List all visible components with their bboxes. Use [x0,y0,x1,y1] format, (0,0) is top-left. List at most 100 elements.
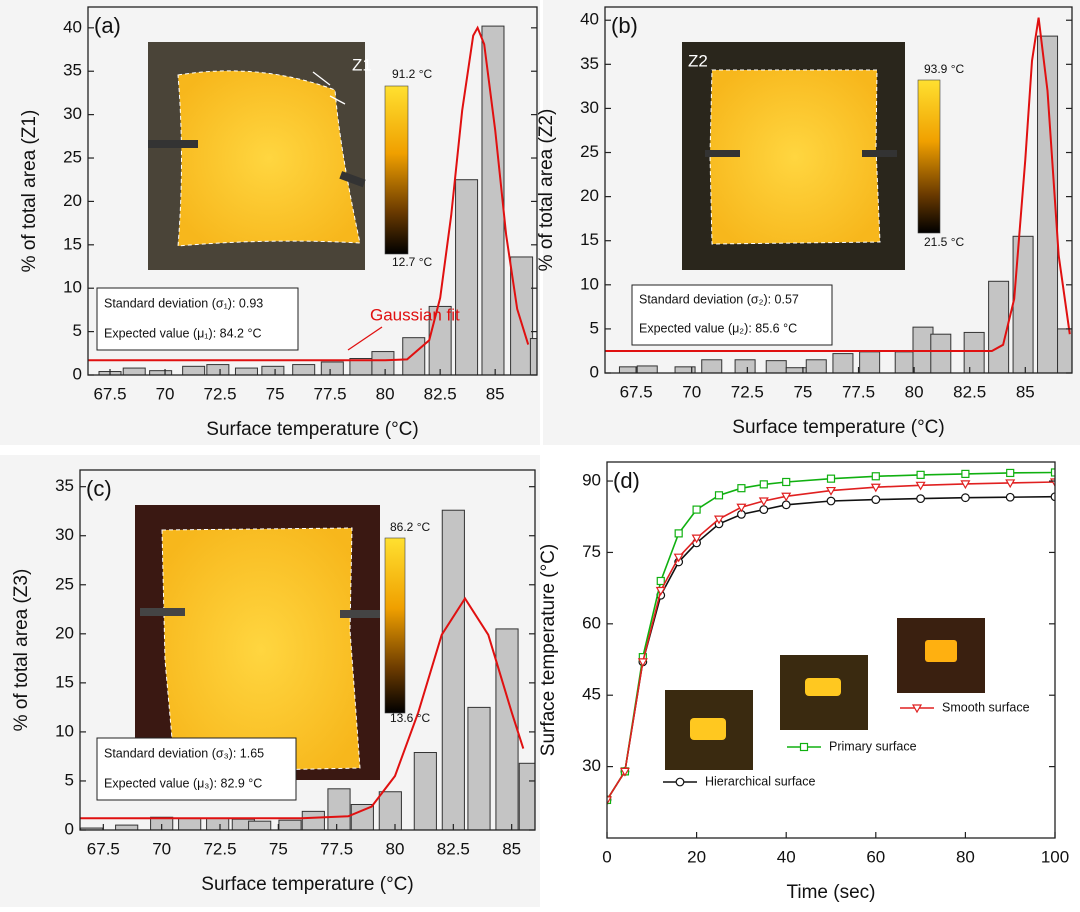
y-tick-label: 20 [55,623,74,642]
y-tick-label: 90 [582,471,601,490]
y-tick-label: 30 [582,756,601,775]
series-line [607,471,1055,801]
legend-label: Primary surface [829,739,917,753]
x-tick-label: 0 [602,847,611,866]
y-tick-label: 60 [582,613,601,632]
bar [1012,235,1034,373]
y-axis-title: % of total area (Z1) [19,110,40,273]
zone-outline [161,527,361,773]
bar [963,331,985,373]
x-tick-label: 80 [376,384,395,403]
legend-label: Hierarchical surface [705,774,816,788]
marker [759,480,768,489]
colorbar-min: 13.6 °C [390,711,430,725]
marker [799,742,809,752]
bar [455,179,479,375]
bar [510,256,534,375]
bar [495,628,519,830]
marker [825,486,837,496]
bar [115,824,139,830]
x-tick-label: 67.5 [620,382,653,401]
x-tick-label: 82.5 [424,384,457,403]
fit-curve [88,25,530,362]
y-tick-label: 40 [580,10,599,29]
bar [402,337,426,375]
x-tick-label: 80 [905,382,924,401]
plot-area [605,17,1072,373]
bar [529,338,537,375]
marker [737,484,746,493]
y-tick-label: 45 [582,685,601,704]
colorbar [384,537,406,714]
y-tick-label: 30 [580,98,599,117]
photo-sample [925,640,957,662]
bar [122,367,146,375]
colorbar [384,85,409,255]
y-tick-label: 25 [580,142,599,161]
colorbar-max: 86.2 °C [390,520,430,534]
bar [1037,35,1059,373]
y-tick-label: 0 [590,362,599,381]
x-tick-label: 70 [156,384,175,403]
stats-mean: Expected value (μ₁): 84.2 °C [104,326,261,340]
plot-frame [604,6,1073,374]
x-tick-label: 72.5 [204,384,237,403]
marker [870,483,881,493]
x-tick-label: 67.5 [87,839,120,858]
stats-std: Standard deviation (σ₂): 0.57 [639,292,799,306]
x-tick-label: 75 [793,382,812,401]
marker [826,496,836,506]
y-tick-label: 15 [580,230,599,249]
clamp [339,171,366,188]
x-tick-label: 67.5 [93,384,126,403]
bar [261,365,285,375]
bar [894,351,916,373]
x-tick-label: 80 [956,847,975,866]
bar [636,365,658,373]
arrow [312,71,346,105]
x-tick-label: 75 [269,839,288,858]
plot-frame [606,461,1056,839]
stats-mean: Expected value (μ₂): 85.6 °C [639,321,797,335]
x-tick-label: 80 [386,839,405,858]
y-tick-label: 30 [63,104,82,123]
colorbar-max: 93.9 °C [924,62,964,76]
stats-box [631,284,833,346]
bar [765,360,787,373]
plot-area [88,25,537,375]
y-tick-label: 30 [55,525,74,544]
marker [961,469,970,478]
bar [327,788,351,830]
marker [1050,468,1055,477]
colorbar-min: 12.7 °C [392,255,432,269]
x-tick-label: 70 [152,839,171,858]
marker [782,477,791,487]
x-tick-label: 72.5 [203,839,236,858]
x-tick-label: 77.5 [842,382,875,401]
x-tick-label: 77.5 [314,384,347,403]
x-tick-label: 70 [682,382,701,401]
marker [619,767,630,777]
panel-label: (c) [86,476,112,501]
y-tick-label: 20 [63,191,82,210]
y-tick-label: 10 [63,278,82,297]
y-tick-label: 10 [55,721,74,740]
clamp [862,150,897,157]
bar [674,366,696,373]
bar [413,752,437,830]
zone-outline [709,69,881,245]
marker [871,495,881,505]
panel-label: (b) [611,13,638,38]
clamp [340,610,380,618]
y-axis-title: Surface temperature (°C) [538,544,559,756]
bar [734,359,756,373]
marker [714,491,724,500]
marker [916,470,925,479]
fit-curve [80,596,525,820]
y-tick-label: 10 [580,274,599,293]
x-tick-label: 85 [1016,382,1035,401]
y-tick-label: 5 [65,770,74,789]
bar [149,370,173,375]
inset-c: Z3 86.2 °C 13.6 °C Standard deviation (σ… [96,505,430,801]
bar [701,359,723,373]
